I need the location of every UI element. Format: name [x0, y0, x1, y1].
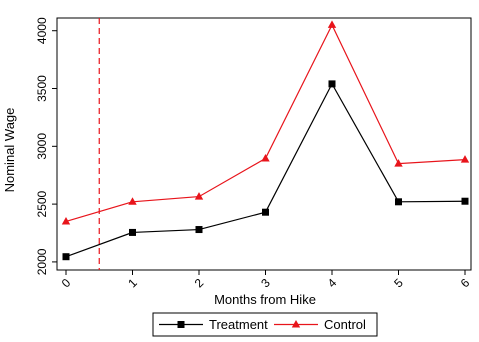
control-point: [128, 197, 137, 205]
y-tick-label: 3000: [35, 133, 49, 160]
x-axis-label: Months from Hike: [214, 292, 316, 307]
y-tick-label: 4000: [35, 17, 49, 44]
treatment-point: [461, 197, 469, 205]
y-axis-label: Nominal Wage: [2, 108, 17, 193]
legend-control-label: Control: [324, 317, 366, 332]
control-point: [394, 159, 403, 167]
legend-treatment-label: Treatment: [209, 317, 268, 332]
legend: Treatment Control: [152, 312, 378, 337]
control-point: [327, 20, 337, 28]
treatment-point: [395, 198, 402, 206]
control-point: [194, 192, 204, 200]
treatment-point: [129, 228, 136, 236]
series-group: [61, 20, 470, 261]
y-tick-label: 2000: [35, 248, 49, 275]
treatment-point: [62, 253, 70, 261]
legend-treatment-marker: [177, 321, 185, 328]
legend-box: [152, 312, 378, 337]
plot-frame: [56, 17, 472, 271]
control-point: [460, 155, 470, 163]
treatment-point: [328, 80, 336, 88]
y-tick-label: 3500: [35, 75, 49, 102]
treatment-point: [195, 226, 203, 234]
treatment-point: [262, 208, 269, 216]
control-point: [261, 153, 270, 162]
y-tick-label: 2500: [35, 190, 49, 217]
control-point: [61, 216, 71, 225]
legend-control-marker: [291, 320, 301, 328]
